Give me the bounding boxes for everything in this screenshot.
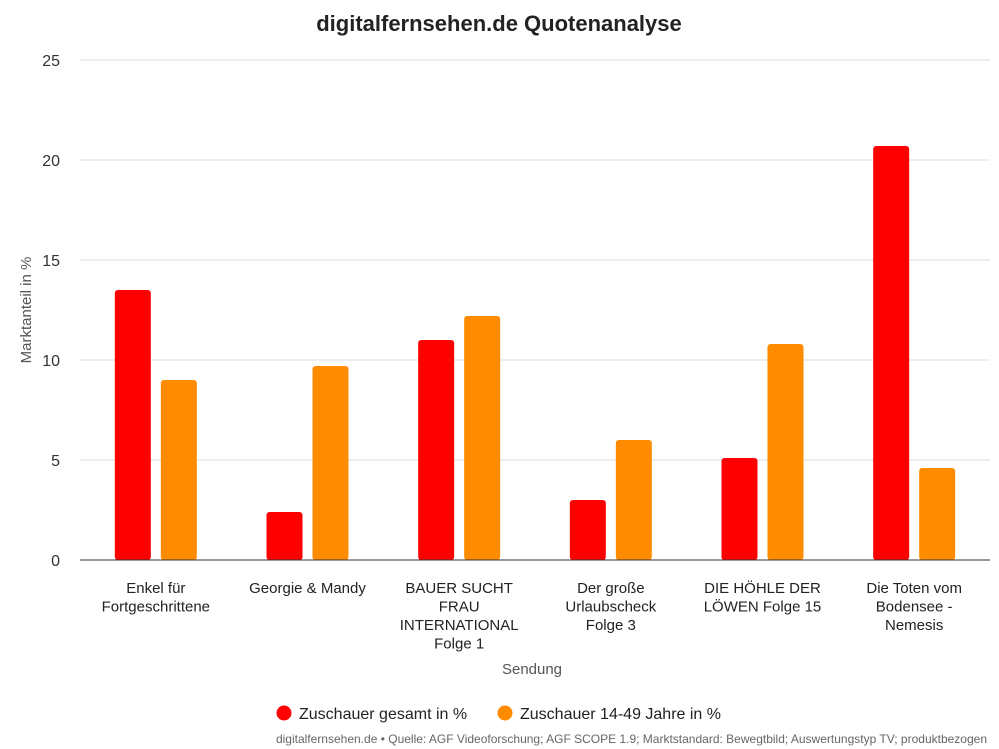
category-label-line: Bodensee - [876, 599, 953, 616]
category-label: Enkel für Fortgeschrittene [102, 580, 210, 616]
category-label-line: LÖWEN Folge 15 [704, 598, 822, 616]
bar-14-49-3 [615, 440, 652, 560]
bar-14-49-0 [160, 380, 197, 560]
bar-14-49-5 [919, 468, 956, 560]
bar-gesamt-3 [569, 500, 606, 560]
category-label-line: FRAU [439, 599, 480, 616]
legend-label: Zuschauer gesamt in % [299, 706, 467, 723]
category-label-line: DIE HÖHLE DER [704, 579, 821, 597]
bar-14-49-4 [767, 344, 804, 560]
bar-14-49-1 [312, 366, 349, 560]
category-labels: Enkel für Fortgeschrittene Georgie & Mandy… [102, 579, 962, 653]
chart-title: digitalfernsehen.de Quotenanalyse [316, 11, 682, 36]
category-label-line: Die Toten vom [866, 580, 962, 597]
bar-gesamt-4 [721, 458, 758, 560]
source-footer: digitalfernsehen.de • Quelle: AGF Videof… [276, 732, 987, 746]
category-label-line: INTERNATIONAL [400, 617, 519, 634]
x-axis-label: Sendung [502, 661, 562, 678]
category-label-line: Folge 1 [434, 636, 484, 653]
y-tick-label: 10 [42, 353, 60, 370]
legend: Zuschauer gesamt in % Zuschauer 14-49 Jah… [276, 705, 721, 723]
y-tick-label: 0 [51, 553, 60, 570]
category-label-line: Georgie & Mandy [249, 580, 366, 597]
legend-label: Zuschauer 14-49 Jahre in % [520, 706, 721, 723]
bars [114, 146, 956, 560]
bar-gesamt-1 [266, 512, 303, 560]
category-label-line: BAUER SUCHT [405, 580, 513, 597]
y-tick-label: 5 [51, 453, 60, 470]
category-label: Georgie & Mandy [249, 580, 366, 597]
category-label: Der große Urlaubscheck Folge 3 [565, 580, 656, 634]
y-axis-label: Marktanteil in % [18, 257, 35, 364]
bar-gesamt-5 [873, 146, 910, 560]
category-label-line: Fortgeschrittene [102, 599, 210, 616]
y-axis-ticks: 0 5 10 15 20 25 [42, 53, 60, 570]
bar-gesamt-0 [114, 290, 151, 560]
y-tick-label: 25 [42, 53, 60, 70]
category-label-line: Folge 3 [586, 617, 636, 634]
category-label: BAUER SUCHT FRAU INTERNATIONAL Folge 1 [400, 580, 519, 653]
category-label: Die Toten vom Bodensee -Nemesis [866, 580, 962, 634]
category-label-line: Nemesis [885, 617, 943, 634]
category-label-line: Der große [577, 580, 645, 597]
category-label: DIE HÖHLE DER LÖWEN Folge 15 [704, 579, 822, 616]
category-label-line: Enkel für [126, 580, 185, 597]
y-tick-label: 15 [42, 253, 60, 270]
legend-swatch [276, 705, 292, 721]
category-label-line: Urlaubscheck [565, 599, 656, 616]
bar-14-49-2 [464, 316, 501, 560]
y-tick-label: 20 [42, 153, 60, 170]
grid-lines [80, 59, 990, 461]
legend-swatch [497, 705, 513, 721]
bar-gesamt-2 [418, 340, 455, 560]
